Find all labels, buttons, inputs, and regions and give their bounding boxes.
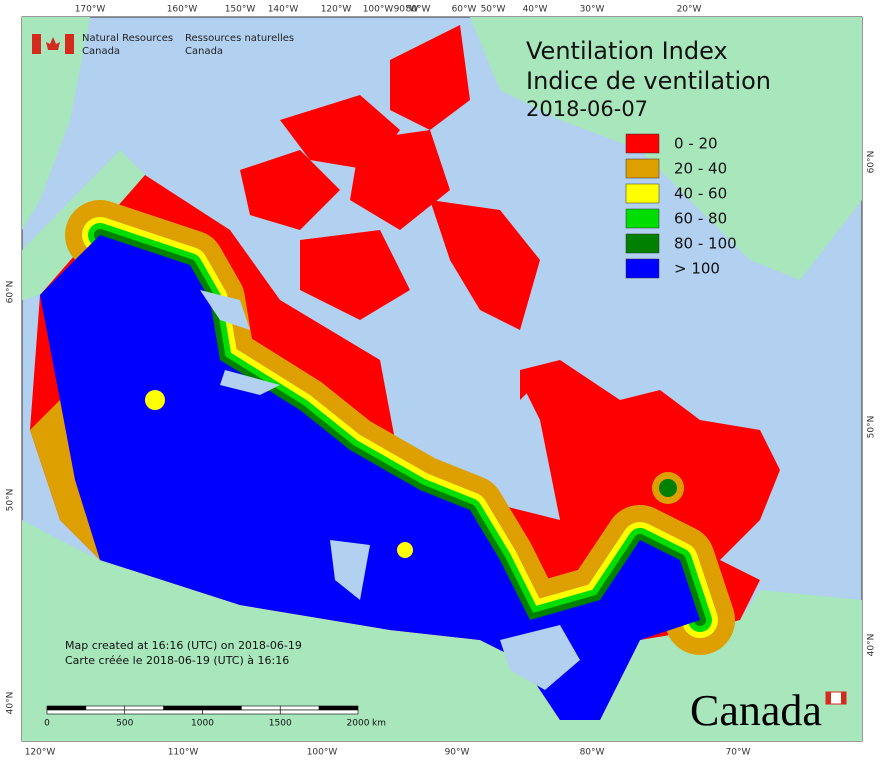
title: Ventilation Index	[526, 37, 728, 65]
lake	[220, 370, 280, 395]
scale-segment	[202, 709, 281, 715]
legend-label: 0 - 20	[674, 135, 718, 153]
scale-segment	[85, 705, 126, 711]
legend: 0 - 20 20 - 40 40 - 60 60 - 80 80 - 100 > 100	[625, 133, 737, 279]
created-fr: Carte créée le 2018-06-19 (UTC) à 16:16	[65, 654, 289, 667]
flag-bar	[32, 34, 41, 54]
greenland	[470, 17, 862, 280]
legend-swatch	[625, 208, 660, 229]
hotspot	[397, 542, 413, 558]
scale-unit: km	[372, 719, 386, 729]
arctic-islands	[240, 25, 560, 400]
graticule-label: 50°N	[6, 489, 16, 512]
graticule: 170°W 160°W 150°W 140°W 120°W 100°W 90°W80°W 60…	[6, 5, 877, 758]
flag-bar	[65, 34, 74, 54]
graticule-label: 150°W	[225, 5, 256, 15]
graticule-label: 160°W	[167, 5, 198, 15]
legend-label: 80 - 100	[674, 235, 737, 253]
graticule-label: 140°W	[268, 5, 299, 15]
scale-segment	[163, 705, 203, 711]
scale-segment	[279, 709, 359, 715]
graticule-label: 60°N	[6, 281, 16, 304]
graticule-label: 40°N	[867, 634, 877, 657]
hudson-bay	[385, 370, 560, 520]
graticule-label: 90°W	[445, 748, 470, 758]
graticule-label: 100°W	[307, 748, 338, 758]
graticule-label: 20°W	[677, 5, 702, 15]
graticule-label: 120°W	[25, 748, 56, 758]
graticule-label: 110°W	[168, 748, 199, 758]
graticule-label: 50°W	[481, 5, 506, 15]
band-over-100	[40, 235, 700, 720]
graticule-label: 120°W	[321, 5, 352, 15]
scale-segment	[279, 705, 320, 711]
scale-label: 2000	[347, 719, 370, 729]
graticule-label: 170°W	[75, 5, 106, 15]
graticule-label: 40°W	[523, 5, 548, 15]
legend-swatch	[625, 133, 660, 154]
graticule-label: 90°W	[394, 5, 419, 15]
lakes	[200, 290, 580, 690]
island	[240, 150, 340, 230]
scale-segment	[241, 705, 281, 711]
date: 2018-06-07	[526, 97, 648, 121]
scale-segment	[124, 705, 164, 711]
scale-segment	[46, 709, 126, 715]
island	[350, 130, 450, 230]
hotspot	[145, 390, 165, 410]
graticule-label: 80°W	[580, 748, 605, 758]
lake	[200, 290, 250, 330]
hotspot	[659, 479, 677, 497]
wordmark-flag	[826, 692, 831, 704]
scale-segment	[46, 705, 87, 711]
graticule-label: 30°W	[580, 5, 605, 15]
lake	[330, 540, 370, 600]
legend-label: 40 - 60	[674, 185, 727, 203]
graticule-label: 70°W	[726, 748, 751, 758]
scale-bar: 0 500 1000 1500 2000 km	[44, 705, 386, 729]
legend-label: 60 - 80	[674, 210, 727, 228]
graticule-label: 100°W	[363, 5, 394, 15]
legend-swatch	[625, 158, 660, 179]
agency-fr: Ressources naturelles	[185, 33, 294, 44]
scale-segment	[318, 705, 359, 711]
agency-en: Canada	[82, 46, 120, 57]
coast-band	[30, 400, 100, 560]
wordmark: Canada	[690, 686, 822, 735]
graticule-label: 60°N	[867, 151, 877, 174]
scale-label: 1000	[191, 719, 214, 729]
graticule-label: 50°N	[867, 416, 877, 439]
graticule-label: 40°N	[6, 692, 16, 715]
legend-label: 20 - 40	[674, 160, 727, 178]
created-en: Map created at 16:16 (UTC) on 2018-06-19	[65, 639, 302, 652]
wordmark-flag	[841, 692, 846, 704]
agency-fr: Canada	[185, 46, 223, 57]
russia	[22, 17, 90, 230]
island	[520, 360, 560, 400]
scale-label: 500	[116, 719, 133, 729]
legend-swatch	[625, 233, 660, 254]
agency-en: Natural Resources	[82, 33, 173, 44]
legend-swatch	[625, 183, 660, 204]
title-fr: Indice de ventilation	[526, 67, 771, 95]
island	[390, 25, 470, 130]
maple-leaf	[46, 37, 60, 50]
graticule-label: 80°W	[406, 5, 431, 15]
legend-swatch	[625, 258, 660, 279]
great-lakes	[500, 625, 580, 690]
scale-segment	[202, 705, 242, 711]
graticule-label: 60°W	[452, 5, 477, 15]
usa	[22, 520, 862, 741]
scale-label: 0	[44, 719, 50, 729]
legend-label: > 100	[674, 260, 720, 278]
baffin	[430, 200, 540, 330]
scale-segment	[124, 709, 203, 715]
scale-label: 1500	[269, 719, 292, 729]
island	[300, 230, 410, 320]
